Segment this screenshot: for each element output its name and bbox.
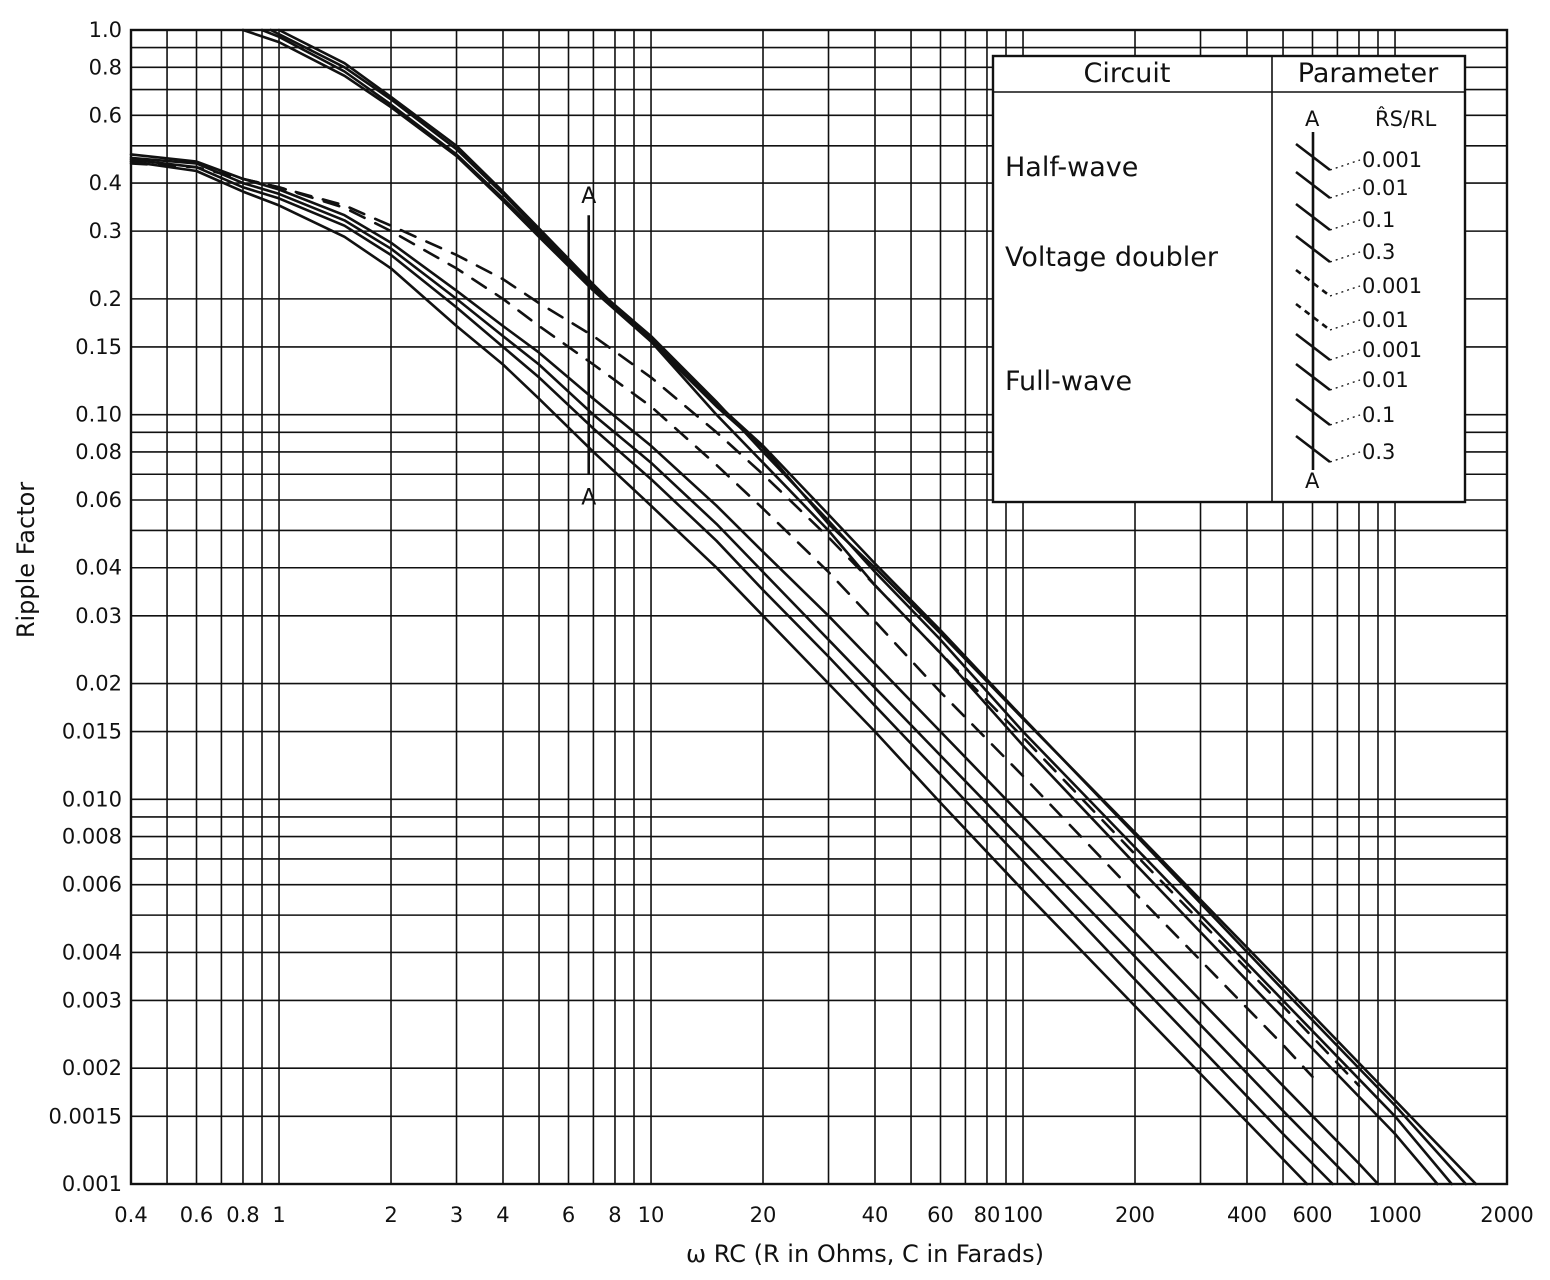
y-tick-label: 0.0015 bbox=[49, 1104, 122, 1128]
x-tick-label: 40 bbox=[862, 1203, 889, 1227]
x-tick-label: 200 bbox=[1115, 1203, 1155, 1227]
y-tick-label: 0.02 bbox=[75, 672, 122, 696]
y-tick-label: 0.3 bbox=[89, 219, 122, 243]
legend-param-half-wave-0-01: 0.01 bbox=[1362, 176, 1409, 200]
x-tick-label: 0.8 bbox=[226, 1203, 259, 1227]
legend-box bbox=[991, 54, 1467, 504]
marker-a-bottom-label: A bbox=[581, 485, 596, 510]
y-tick-label: 0.08 bbox=[75, 440, 122, 464]
legend-swatch-full-wave-0-001 bbox=[1295, 332, 1331, 362]
legend-param-voltage-doubler-0-001: 0.001 bbox=[1362, 274, 1422, 298]
x-tick-label: 0.4 bbox=[114, 1203, 147, 1227]
x-tick-label: 600 bbox=[1292, 1203, 1332, 1227]
series-half-wave-0-001 bbox=[241, 28, 1478, 1186]
series-voltage-doubler-0-01 bbox=[241, 177, 1314, 1079]
x-tick-label: 100 bbox=[1003, 1203, 1043, 1227]
series-voltage-doubler-0-001 bbox=[129, 162, 1361, 1088]
legend-param-full-wave-0-001: 0.001 bbox=[1362, 338, 1422, 362]
legend-param-half-wave-0-1: 0.1 bbox=[1362, 208, 1395, 232]
legend-param-full-wave-0-01: 0.01 bbox=[1362, 368, 1409, 392]
y-tick-label: 0.6 bbox=[89, 103, 122, 127]
series-full-wave-0-01 bbox=[129, 156, 1357, 1186]
legend-swatch-half-wave-0-1 bbox=[1295, 202, 1331, 232]
y-tick-label: 0.003 bbox=[62, 988, 122, 1012]
x-tick-label: 10 bbox=[638, 1203, 665, 1227]
x-tick-label: 4 bbox=[496, 1203, 509, 1227]
legend-param-half-wave-0-3: 0.3 bbox=[1362, 240, 1395, 264]
legend-circuit-full-wave: Full-wave bbox=[1005, 366, 1132, 397]
series-half-wave-0-1 bbox=[269, 28, 1453, 1186]
legend-param-voltage-doubler-0-01: 0.01 bbox=[1362, 308, 1409, 332]
legend-circuit-header: Circuit bbox=[1084, 58, 1171, 89]
marker-a-group: AA bbox=[581, 184, 596, 510]
series-half-wave-0-3 bbox=[277, 28, 1439, 1186]
y-tick-label: 0.006 bbox=[62, 873, 122, 897]
legend-param-half-wave-0-001: 0.001 bbox=[1362, 148, 1422, 172]
legend-swatch-full-wave-0-01 bbox=[1295, 362, 1331, 392]
legend-swatch-half-wave-0-001 bbox=[1295, 142, 1331, 172]
y-tick-label: 0.03 bbox=[75, 604, 122, 628]
legend-circuit-voltage-doubler: Voltage doubler bbox=[1005, 242, 1219, 273]
marker-a-top-label: A bbox=[581, 184, 596, 209]
y-tick-label: 1.0 bbox=[89, 18, 122, 42]
series-full-wave-0-1 bbox=[129, 158, 1334, 1186]
y-tick-label: 0.04 bbox=[75, 556, 122, 580]
x-tick-label: 6 bbox=[562, 1203, 575, 1227]
legend-entries: 0.001 0.01 0.1 0.3 0.001 0.01 0.001 0.01 0.1 0.3 bbox=[1295, 142, 1422, 464]
legend-marker-top: A bbox=[1305, 107, 1320, 131]
y-tick-label: 0.10 bbox=[75, 403, 122, 427]
legend-swatch-full-wave-0-3 bbox=[1295, 434, 1331, 464]
x-tick-label: 60 bbox=[927, 1203, 954, 1227]
legend-marker-bottom: A bbox=[1305, 469, 1320, 493]
series-full-wave-0-3 bbox=[129, 160, 1309, 1186]
y-tick-label: 0.4 bbox=[89, 171, 122, 195]
legend: Circuit Parameter R̂S/RL A A Half-wave V… bbox=[991, 54, 1467, 504]
series-full-wave-0-001 bbox=[129, 153, 1380, 1186]
x-axis-title: ω RC (R in Ohms, C in Farads) bbox=[686, 1240, 1044, 1268]
legend-param-full-wave-0-1: 0.1 bbox=[1362, 403, 1395, 427]
y-tick-label: 0.015 bbox=[62, 720, 122, 744]
y-tick-label: 0.004 bbox=[62, 940, 122, 964]
y-tick-label: 0.010 bbox=[62, 787, 122, 811]
legend-param-full-wave-0-3: 0.3 bbox=[1362, 440, 1395, 464]
y-tick-label: 0.15 bbox=[75, 335, 122, 359]
y-tick-label: 0.2 bbox=[89, 287, 122, 311]
curves bbox=[129, 28, 1478, 1186]
legend-swatch-voltage-doubler-0-01 bbox=[1295, 302, 1331, 332]
legend-swatch-half-wave-0-01 bbox=[1295, 170, 1331, 200]
x-tick-label: 1000 bbox=[1368, 1203, 1421, 1227]
legend-parameter-header: Parameter bbox=[1298, 58, 1439, 89]
x-tick-label: 400 bbox=[1227, 1203, 1267, 1227]
x-axis-ticks: 0.4 0.6 0.8 1 2 3 4 6 8 10 20 40 60 80 100 200 400 600 100… bbox=[114, 1203, 1533, 1227]
y-axis-ticks: 1.0 0.8 0.6 0.4 0.3 0.2 0.15 0.10 0.08 0.06 0.04 0.… bbox=[49, 18, 122, 1196]
y-tick-label: 0.002 bbox=[62, 1056, 122, 1080]
legend-swatch-full-wave-0-1 bbox=[1295, 397, 1331, 427]
x-tick-label: 2 bbox=[384, 1203, 397, 1227]
legend-parameter-symbol: R̂S/RL bbox=[1375, 106, 1437, 131]
legend-swatch-half-wave-0-3 bbox=[1295, 234, 1331, 264]
y-tick-label: 0.008 bbox=[62, 825, 122, 849]
x-tick-label: 20 bbox=[750, 1203, 777, 1227]
legend-circuit-half-wave: Half-wave bbox=[1005, 152, 1138, 183]
y-tick-label: 0.001 bbox=[62, 1172, 122, 1196]
y-tick-label: 0.06 bbox=[75, 488, 122, 512]
plot-frame bbox=[129, 28, 1509, 1186]
legend-swatch-voltage-doubler-0-001 bbox=[1295, 268, 1331, 298]
y-tick-label: 0.8 bbox=[89, 55, 122, 79]
y-axis-title: Ripple Factor bbox=[12, 482, 40, 638]
x-tick-label: 1 bbox=[272, 1203, 285, 1227]
x-tick-label: 2000 bbox=[1480, 1203, 1533, 1227]
x-tick-label: 80 bbox=[974, 1203, 1001, 1227]
x-tick-label: 3 bbox=[450, 1203, 463, 1227]
x-tick-label: 0.6 bbox=[180, 1203, 213, 1227]
x-tick-label: 8 bbox=[608, 1203, 621, 1227]
